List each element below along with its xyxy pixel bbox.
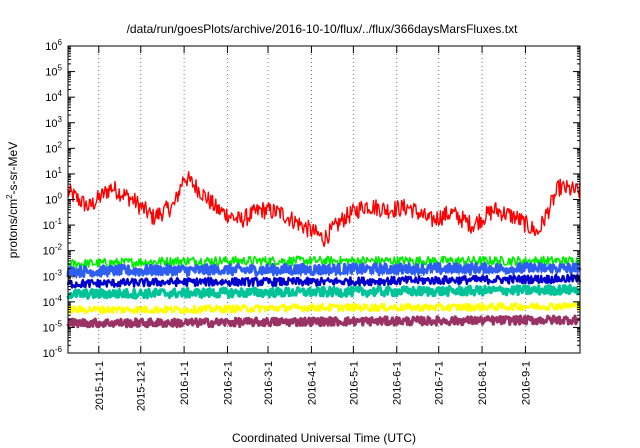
x-tick-label: 2016-1-1 [179,361,191,405]
y-tick-label: 10-3 [43,268,63,283]
y-tick-label: 100 [45,192,62,207]
y-tick-label: 103 [45,115,62,130]
x-tick-label: 2016-9-1 [520,361,532,405]
series-line [67,255,581,269]
y-axis-label: protons/cm2-s-sr-MeV [5,142,20,258]
y-tick-label: 10-2 [43,243,63,258]
x-tick-label: 2016-7-1 [434,361,446,405]
y-tick-label: 104 [45,89,62,104]
x-tick-label: 2016-6-1 [392,361,404,405]
y-tick-label: 10-5 [43,319,63,334]
x-tick-label: 2016-2-1 [222,361,234,405]
y-tick-label: 102 [45,140,62,155]
x-axis-label: Coordinated Universal Time (UTC) [232,431,416,445]
x-tick-label: 2016-3-1 [263,361,275,405]
x-tick-label: 2016-8-1 [477,361,489,405]
y-tick-label: 105 [45,64,62,79]
x-axis: 2015-11-1 2015-12-1 2016-1-1 2016-2-1 2016-3… [94,46,532,411]
y-tick-label: 10-1 [43,217,63,232]
series-line [66,314,581,329]
x-tick-label: 2015-11-1 [94,361,106,410]
y-tick-label: 10-6 [43,345,63,360]
series-line [67,171,581,248]
series-line [66,283,581,300]
series-line [67,271,581,283]
y-tick-label: 101 [45,166,62,181]
y-tick-label: 106 [45,38,62,53]
x-tick-label: 2016-4-1 [306,361,318,405]
series-line [66,273,582,289]
y-axis: 10-6 10-5 10-4 10-3 10-2 10-1 100 101 102 103 104 1… [43,38,580,360]
series-line [67,301,582,315]
x-tick-label: 2016-5-1 [348,361,360,405]
series-layer [66,171,582,329]
chart-title: /data/run/goesPlots/archive/2016-10-10/f… [127,22,519,36]
x-tick-label: 2015-12-1 [136,361,148,411]
y-tick-label: 10-4 [43,294,63,309]
